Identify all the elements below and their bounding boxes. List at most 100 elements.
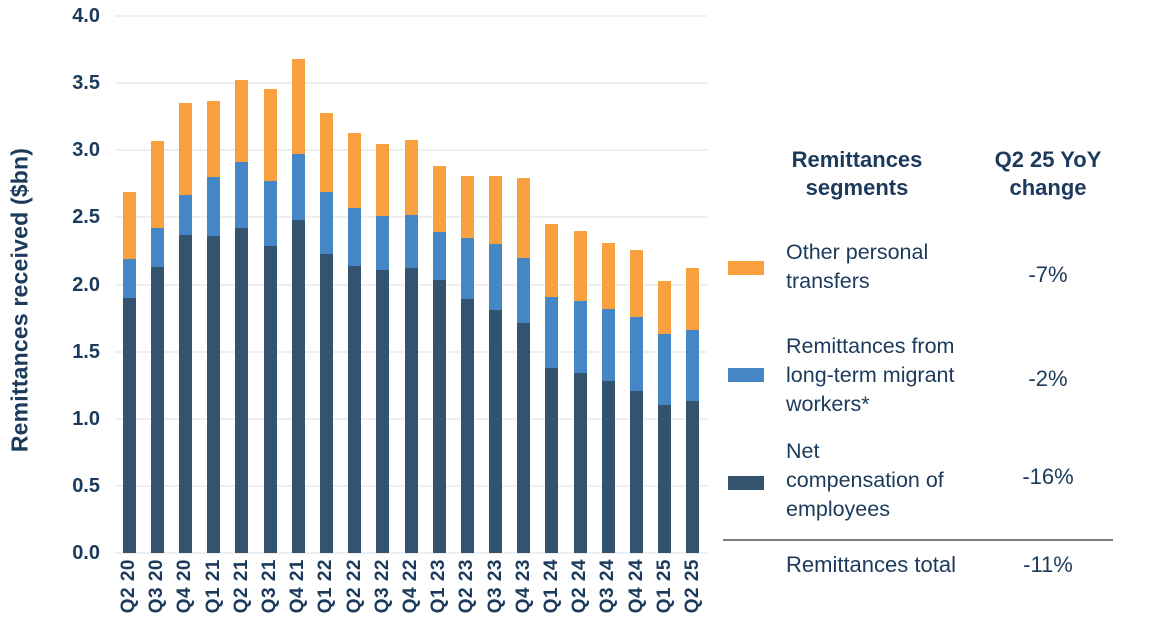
x-tick-label: Q1 23 [428,559,450,614]
bar-segment [545,296,559,368]
gridline [115,82,707,85]
legend-label-net-compensation: Net compensation of employees [786,439,944,521]
bar-segment [235,228,249,553]
bar-segment [291,220,305,553]
bar-segment [432,280,446,553]
legend-swatch-other-personal-transfers [728,261,764,275]
bar-segment [517,257,531,324]
bar-segment [658,280,672,335]
bar-segment [348,208,362,266]
bar-segment [573,300,587,374]
bar-segment [601,381,615,553]
bar-segment [178,194,192,235]
legend-total-label: Remittances total [786,552,956,577]
bar-segment [319,191,333,254]
bar-segment [207,236,221,553]
legend-value-other-personal-transfers: -7% [1028,262,1068,287]
bar-segment [122,191,136,259]
legend-value-net-compensation: -16% [1022,464,1074,489]
bar-segment [686,330,700,402]
y-tick-label: 0.5 [72,474,100,497]
legend-header-change: Q2 25 YoY change [994,147,1102,200]
x-tick-label: Q2 24 [569,559,591,614]
x-tick-label: Q3 20 [146,559,168,614]
plot-area [115,15,707,554]
bar-segment [489,310,503,553]
bar-segment [460,175,474,238]
bar-segment [573,373,587,553]
bar-segment [601,308,615,382]
bar-segment [207,177,221,237]
bar-segment [517,178,531,258]
bar-segment [630,390,644,553]
bar-segment [630,316,644,391]
x-tick-label: Q3 23 [484,559,506,614]
x-tick-label: Q1 25 [653,559,675,614]
bar-segment [686,268,700,331]
bar-segment [319,253,333,553]
legend-swatch-migrant-workers [728,368,764,382]
y-tick-label: 1.0 [72,407,100,430]
bar-segment [489,175,503,245]
bar-segment [150,267,164,553]
bar-segment [207,100,221,178]
x-tick-label: Q2 21 [230,559,252,614]
y-tick-label: 4.0 [72,5,100,27]
y-tick-label: 2.0 [72,273,100,296]
bar-segment [291,58,305,155]
bar-segment [150,140,164,229]
bar-segment [122,259,136,298]
x-tick-label: Q4 21 [287,559,309,614]
bar-segment [291,154,305,221]
legend-divider [723,539,1113,541]
bar-segment [432,166,446,233]
x-tick-label: Q1 21 [202,559,224,614]
bar-segment [319,112,333,192]
y-tick-label: 3.5 [72,72,100,95]
bar-segment [432,232,446,281]
x-tick-label: Q3 24 [597,559,619,614]
bar-segment [460,237,474,300]
y-tick-label: 0.0 [72,542,100,564]
bar-segment [460,299,474,553]
bar-segment [404,214,418,269]
legend-header-segments: Remittances segments [791,147,923,200]
bar-segment [178,234,192,553]
legend-label-migrant-workers: Remittances from long-term migrant worke… [786,334,955,416]
x-tick-label: Q2 23 [456,559,478,614]
legend-swatch-net-compensation [728,476,764,490]
bar-segment [263,88,277,182]
bar-segment [404,268,418,553]
y-tick-label: 1.5 [72,340,100,363]
bar-segment [235,162,249,229]
legend-total-value: -11% [1023,552,1073,577]
gridline [115,15,707,17]
bar-segment [630,249,644,317]
bar-segment [658,405,672,553]
x-tick-label: Q3 22 [371,559,393,614]
bar-segment [122,297,136,553]
x-tick-label: Q4 20 [174,559,196,614]
bar-segment [376,143,390,217]
legend-label-other-personal-transfers: Other personal transfers [786,240,929,293]
x-tick-label: Q4 22 [400,559,421,614]
x-tick-label: Q4 24 [625,559,647,614]
bar-segment [658,334,672,406]
bar-segment [263,245,277,553]
x-tick-label: Q2 22 [343,559,365,614]
bar-segment [517,323,531,553]
bar-segment [376,216,390,270]
bar-segment [348,265,362,553]
bar-segment [573,230,587,301]
bar-segment [178,103,192,195]
x-tick-label: Q1 22 [315,559,337,614]
gridline [115,552,707,554]
x-tick-label: Q1 24 [540,559,562,614]
y-tick-label: 3.0 [72,139,100,162]
y-tick-label: 2.5 [72,206,100,229]
x-tick-label: Q4 23 [512,559,534,614]
legend-value-migrant-workers: -2% [1028,366,1068,391]
bar-segment [150,228,164,268]
bar-segment [545,224,559,297]
